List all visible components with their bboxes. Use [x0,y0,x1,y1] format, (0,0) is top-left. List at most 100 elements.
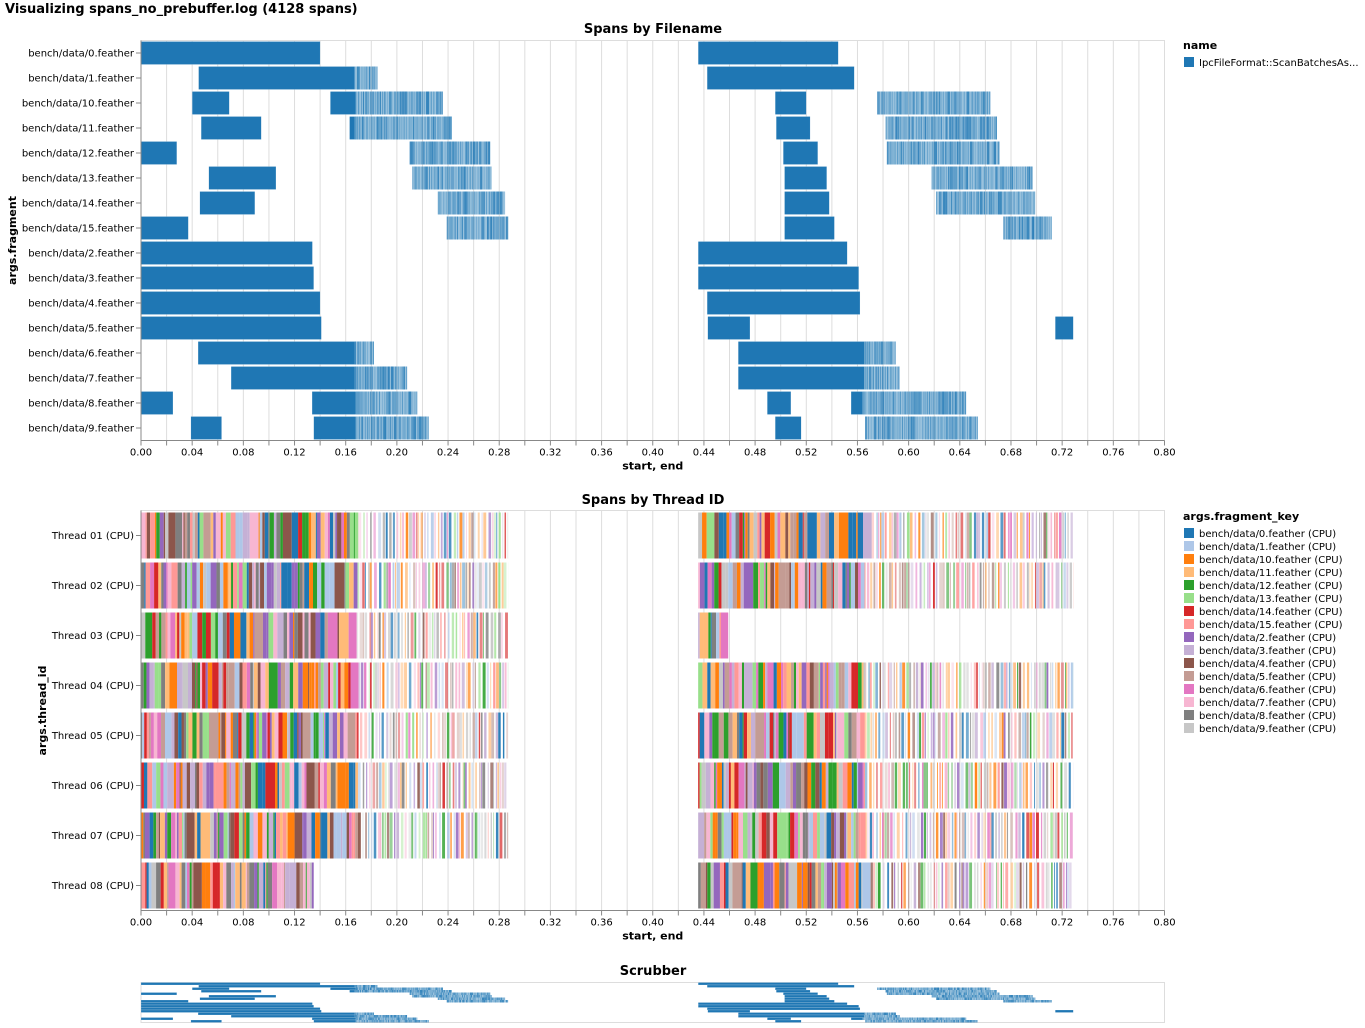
thread-span [187,662,192,709]
thread-span [419,662,421,709]
thread-span [1001,762,1004,809]
thread-span [702,662,708,709]
thread-span [242,662,247,709]
thread-span [329,662,334,709]
thread-span [902,662,906,709]
span-bar [885,91,887,115]
thread-span [983,712,987,759]
thread-span [146,862,149,909]
thread-span [1002,862,1004,909]
x-tick-label: 0.04 [181,918,203,929]
thread-span [246,562,249,609]
span-bar [450,141,453,165]
span-bar [965,992,967,995]
thread-span [282,712,288,759]
thread-span [163,862,168,909]
span-bar [427,992,429,995]
thread-span [349,562,354,609]
thread-span [988,712,990,759]
span-bar [951,416,954,440]
span-bar [391,1017,394,1020]
span-bar [878,1015,882,1018]
span-bar [356,66,359,90]
thread-span [305,512,309,559]
thread-span [820,662,823,709]
thread-span [294,762,299,809]
thread-span [942,662,944,709]
span-stripe-bg [355,987,443,990]
thread-span [157,712,162,759]
thread-span [451,612,455,659]
span-bar [889,416,892,440]
thread-span [405,762,407,809]
span-bar [964,987,967,990]
span-bar [407,987,410,990]
span-bar [946,992,948,995]
thread-span [1021,762,1023,809]
span-bar [920,1017,922,1020]
x-tick-label: 0.76 [1102,448,1124,459]
thread-span [881,812,884,859]
span-bar [461,216,463,240]
thread-span [374,562,377,609]
thread-span [876,562,878,609]
thread-span [834,562,839,609]
thread-span [263,862,266,909]
span-bar [140,316,322,340]
span-bar [865,391,867,415]
span-bar [1006,191,1008,215]
thread-span [388,562,391,609]
thread-span [731,512,736,559]
span-bar [897,91,899,115]
span-bar [400,1017,401,1020]
y-axis-title: args.thread_id [36,666,49,756]
thread-span [282,512,292,559]
span-bar [1031,1000,1034,1003]
span-bar [698,1004,859,1008]
thread-span [450,662,452,709]
span-bar [914,141,917,165]
thread-span [354,512,359,559]
thread-span [820,712,825,759]
span-bar [950,987,953,990]
thread-span [993,762,997,809]
thread-span [196,662,198,709]
span-bar [368,1015,371,1018]
thread-span [432,562,435,609]
thread-span [175,812,177,859]
thread-span [773,662,777,709]
span-bar [954,191,957,215]
span-bar [973,1020,975,1023]
span-bar [918,91,920,115]
legend-item: bench/data/0.feather (CPU) [1184,528,1336,540]
thread-span [192,562,197,609]
thread-span [699,762,702,809]
thread-span [715,662,719,709]
thread-span [285,662,290,709]
x-tick-label: 0.24 [437,448,459,459]
span-bar [392,366,395,390]
y-tick-label: Thread 02 (CPU) [51,581,134,592]
thread-span [995,812,997,859]
span-bar [972,987,974,990]
thread-span [389,762,393,809]
span-bar [378,1017,380,1020]
span-bar [372,416,375,440]
thread-span [202,662,206,709]
thread-span [277,762,280,809]
thread-span [921,512,925,559]
span-bar [900,1020,903,1023]
scrubber-chart[interactable]: Scrubber [140,964,1165,1023]
thread-span [395,712,397,759]
thread-span [432,612,434,659]
span-bar [482,992,484,995]
span-bar [1006,166,1008,190]
thread-span [298,712,301,759]
x-tick-label: 0.76 [1102,918,1124,929]
span-bar [706,291,861,315]
span-bar [197,341,355,365]
thread-span [154,662,159,709]
span-bar [375,985,377,988]
span-bar [953,995,956,998]
x-axis-title: start, end [622,460,683,473]
